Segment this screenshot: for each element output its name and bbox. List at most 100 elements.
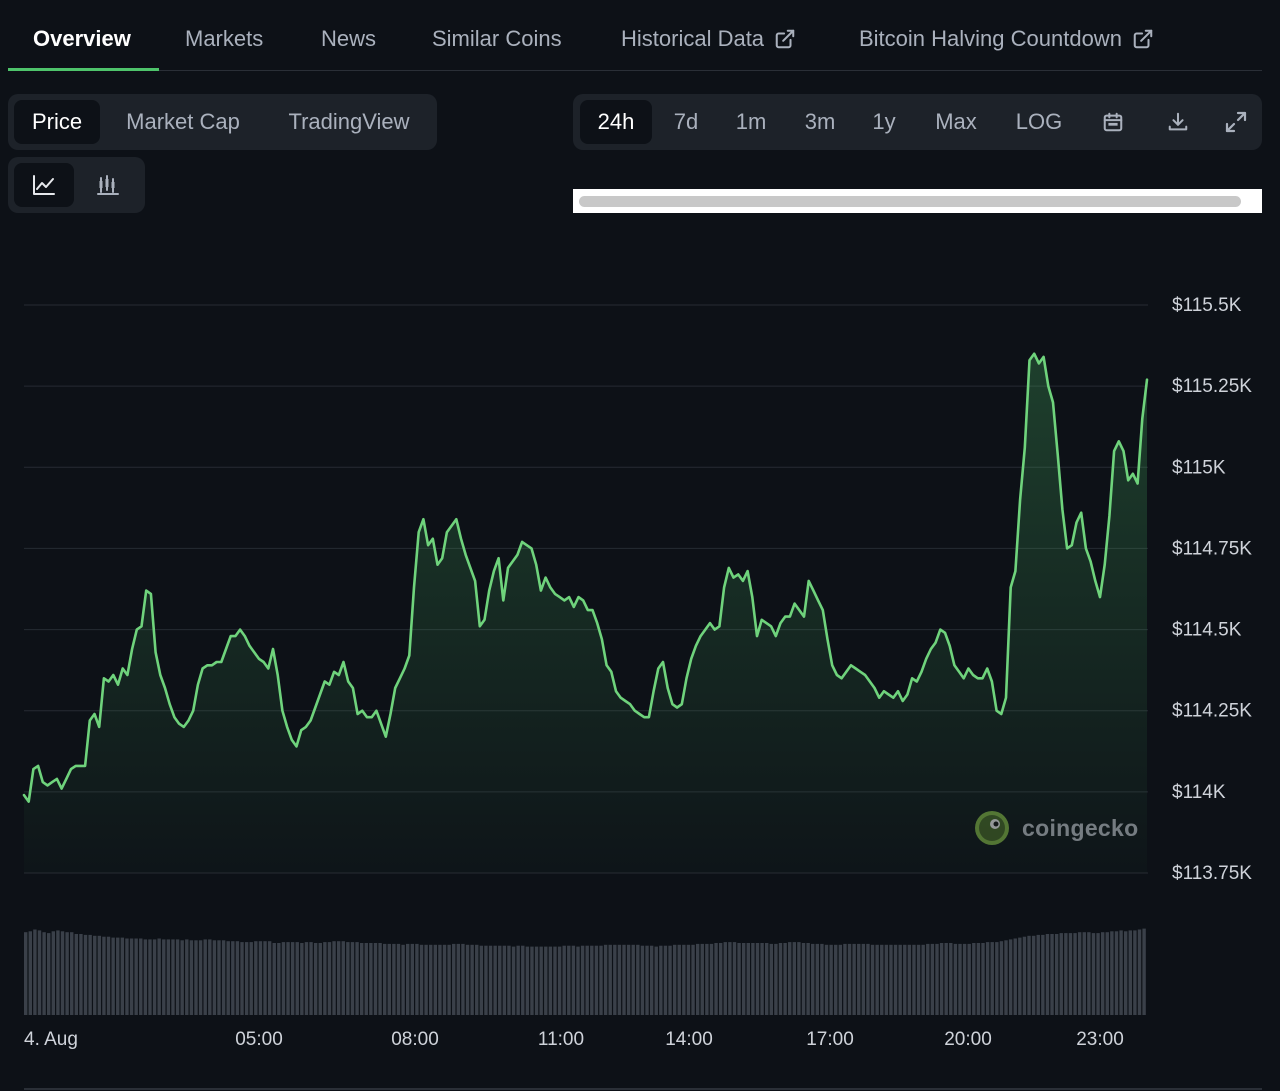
volume-bar: [585, 945, 589, 1015]
tab-similar-coins[interactable]: Similar Coins: [432, 26, 562, 52]
volume-bar: [1137, 929, 1142, 1015]
download-button[interactable]: [1148, 100, 1208, 144]
line-chart-button[interactable]: [14, 163, 74, 207]
volume-bar: [212, 940, 217, 1015]
volume-bar: [521, 945, 525, 1015]
volume-bar: [1022, 936, 1027, 1015]
volume-bar: [1027, 935, 1031, 1015]
volume-bar: [760, 943, 764, 1015]
volume-bar: [47, 933, 51, 1015]
volume-bar: [37, 930, 42, 1015]
volume-bar: [645, 945, 649, 1015]
volume-bar: [65, 932, 69, 1015]
volume-bar: [916, 944, 921, 1015]
range-max-button[interactable]: Max: [935, 109, 977, 134]
volume-bar: [1123, 931, 1128, 1015]
range-3m-button[interactable]: 3m: [804, 109, 836, 134]
range-7d-button[interactable]: 7d: [673, 109, 699, 134]
volume-bar: [1054, 934, 1059, 1015]
tab-markets[interactable]: Markets: [185, 26, 263, 52]
x-axis-tick-label: 20:00: [944, 1029, 992, 1050]
external-link-icon: [1133, 29, 1153, 49]
volume-bar: [898, 944, 902, 1015]
volume-bar: [732, 942, 737, 1015]
volume-bar: [1133, 930, 1137, 1015]
tab-bitcoin-halving[interactable]: Bitcoin Halving Countdown: [859, 26, 1154, 52]
coingecko-logo-icon: [975, 811, 1009, 845]
volume-bar: [811, 943, 815, 1015]
volume-bar: [313, 943, 318, 1015]
range-1m-button[interactable]: 1m: [735, 109, 767, 134]
volume-bar: [829, 944, 833, 1015]
volume-bar: [930, 943, 935, 1015]
volume-bar: [309, 942, 313, 1015]
date-range-button[interactable]: [1082, 100, 1144, 144]
price-chart: $115.5K $115.25K $115K $114.75K $114.5K $114.…: [22, 295, 1262, 1090]
volume-bar: [51, 931, 56, 1015]
fullscreen-button[interactable]: [1212, 100, 1260, 144]
volume-bar: [277, 943, 281, 1015]
tab-news[interactable]: News: [321, 26, 376, 52]
volume-bar: [350, 942, 355, 1015]
volume-bar: [668, 945, 672, 1015]
log-scale-button[interactable]: LOG: [1015, 109, 1063, 134]
price-line[interactable]: [22, 352, 1149, 803]
volume-bar: [1064, 933, 1068, 1015]
volume-bar: [718, 943, 723, 1015]
volume-bar: [755, 943, 760, 1015]
volume-bar: [1036, 934, 1040, 1015]
market-cap-button[interactable]: Market Cap: [126, 109, 240, 134]
volume-bar: [995, 942, 999, 1015]
volume-bar: [470, 944, 474, 1015]
tab-historical-data[interactable]: Historical Data: [621, 26, 796, 52]
volume-bar: [355, 942, 359, 1015]
volume-bar: [70, 932, 74, 1015]
volume-bar: [553, 946, 557, 1015]
range-slider-track[interactable]: [579, 196, 1241, 207]
volume-bar: [111, 937, 115, 1015]
volume-bar: [741, 943, 746, 1015]
volume-bar: [267, 941, 272, 1015]
volume-bar: [976, 943, 981, 1015]
volume-bar: [562, 945, 566, 1015]
x-axis-tick-label: 14:00: [665, 1029, 713, 1050]
volume-bar: [728, 942, 732, 1015]
volume-bar: [870, 944, 875, 1015]
external-link-icon: [775, 29, 795, 49]
volume-bar: [415, 943, 419, 1015]
tradingview-button[interactable]: TradingView: [288, 109, 410, 134]
volume-bar: [939, 943, 944, 1015]
volume-bar: [1114, 931, 1119, 1015]
price-button[interactable]: Price: [14, 100, 100, 144]
volume-bar: [783, 943, 787, 1015]
range-slider[interactable]: [573, 189, 1262, 213]
volume-bar: [682, 944, 686, 1015]
volume-bar: [774, 943, 778, 1015]
volume-bar: [433, 944, 438, 1015]
volume-bar: [359, 943, 364, 1015]
tab-overview[interactable]: Overview: [33, 26, 131, 52]
volume-bar: [198, 940, 203, 1015]
volume-bar: [396, 943, 401, 1015]
volume-bar: [484, 945, 488, 1015]
volume-bar: [525, 946, 530, 1015]
volume-bar: [880, 944, 884, 1015]
volume-bar: [893, 944, 898, 1015]
volume-bar: [935, 943, 939, 1015]
volume-bar: [28, 931, 32, 1015]
range-1y-button[interactable]: 1y: [872, 109, 896, 134]
volume-bar: [903, 944, 907, 1015]
volume-bar: [378, 943, 382, 1015]
volume-bar: [1142, 928, 1146, 1015]
range-24h-button[interactable]: 24h: [580, 100, 652, 144]
volume-bar: [318, 943, 322, 1015]
candlestick-chart-button[interactable]: [78, 163, 138, 207]
y-axis-tick-label: $114.75K: [1172, 538, 1252, 559]
volume-bar: [226, 941, 230, 1015]
volume-bar: [944, 943, 948, 1015]
x-axis-tick-label: 11:00: [538, 1029, 584, 1050]
volume-bar: [83, 934, 88, 1015]
volume-bar: [953, 943, 958, 1015]
volume-bar: [240, 942, 244, 1015]
volume-bar: [820, 943, 824, 1015]
